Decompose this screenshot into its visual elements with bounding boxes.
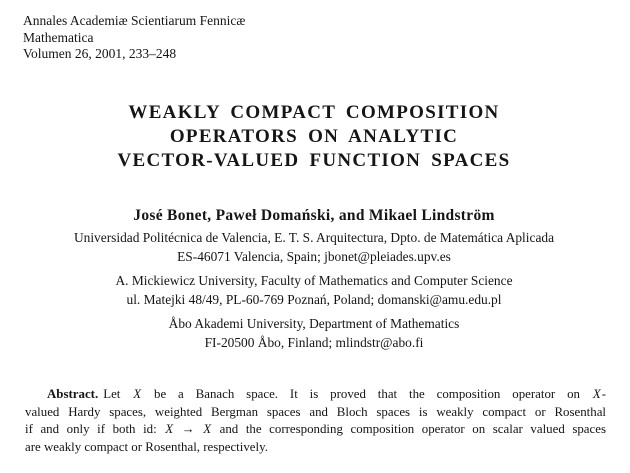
math-arrow: →: [174, 422, 203, 437]
abstract-line-4: are weakly compact or Rosenthal, respect…: [25, 439, 268, 454]
affiliation-valencia-institution: Universidad Politécnica de Valencia, E. …: [73, 230, 555, 245]
abstract-line-1: Abstract. Let X be a Banach space. It is …: [25, 386, 606, 404]
abstract-text-segment: if and only if both id:: [25, 422, 165, 437]
journal-volume-line: Volumen 26, 2001, 233–248: [23, 46, 177, 61]
paper-title-line-1: WEAKLY COMPACT COMPOSITION: [128, 102, 500, 123]
math-symbol-x: X: [592, 387, 601, 401]
paper-title-line-2: OPERATORS ON ANALYTIC: [169, 126, 459, 147]
affiliation-mickiewicz-institution: A. Mickiewicz University, Faculty of Mat…: [115, 273, 513, 288]
abstract-line-3: if and only if both id: X → X and the co…: [25, 421, 606, 439]
abstract-text-segment: and the corresponding composition operat…: [212, 422, 606, 437]
journal-series: Mathematica: [23, 29, 94, 45]
paper-title-line-3: VECTOR-VALUED FUNCTION SPACES: [117, 150, 511, 171]
affiliation-abo: Åbo Akademi University, Department of Ma…: [0, 314, 628, 352]
paper-title: WEAKLY COMPACT COMPOSITION OPERATORS ON …: [0, 101, 628, 173]
affiliations-block: Universidad Politécnica de Valencia, E. …: [0, 228, 628, 357]
math-symbol-x: X: [203, 422, 212, 437]
authors-line: José Bonet, Paweł Domański, and Mikael L…: [133, 207, 495, 224]
abstract-block: Abstract. Let X be a Banach space. It is …: [25, 386, 606, 456]
affiliation-valencia-address-email: ES-46071 Valencia, Spain; jbonet@pleiade…: [177, 249, 451, 264]
journal-name: Annales Academiæ Scientiarum Fennicæ: [23, 13, 246, 28]
affiliation-mickiewicz-address-email: ul. Matejki 48/49, PL-60-769 Poznań, Pol…: [126, 292, 502, 307]
affiliation-mickiewicz: A. Mickiewicz University, Faculty of Mat…: [0, 271, 628, 309]
journal-header: Annales Academiæ Scientiarum Fennicæ Mat…: [23, 13, 245, 63]
math-symbol-x: X: [165, 422, 174, 437]
affiliation-abo-address-email: FI-20500 Åbo, Finland; mlindstr@abo.fi: [204, 335, 424, 350]
affiliation-abo-institution: Åbo Akademi University, Department of Ma…: [168, 316, 460, 331]
math-symbol-x: X: [133, 387, 142, 401]
abstract-text-segment: -: [601, 387, 607, 401]
abstract-text-segment: Let: [103, 387, 133, 401]
affiliation-valencia: Universidad Politécnica de Valencia, E. …: [0, 228, 628, 266]
abstract-label: Abstract.: [47, 387, 99, 401]
abstract-text-segment: be a Banach space. It is proved that the…: [142, 387, 592, 401]
abstract-line-2: valued Hardy spaces, weighted Bergman sp…: [25, 404, 606, 419]
